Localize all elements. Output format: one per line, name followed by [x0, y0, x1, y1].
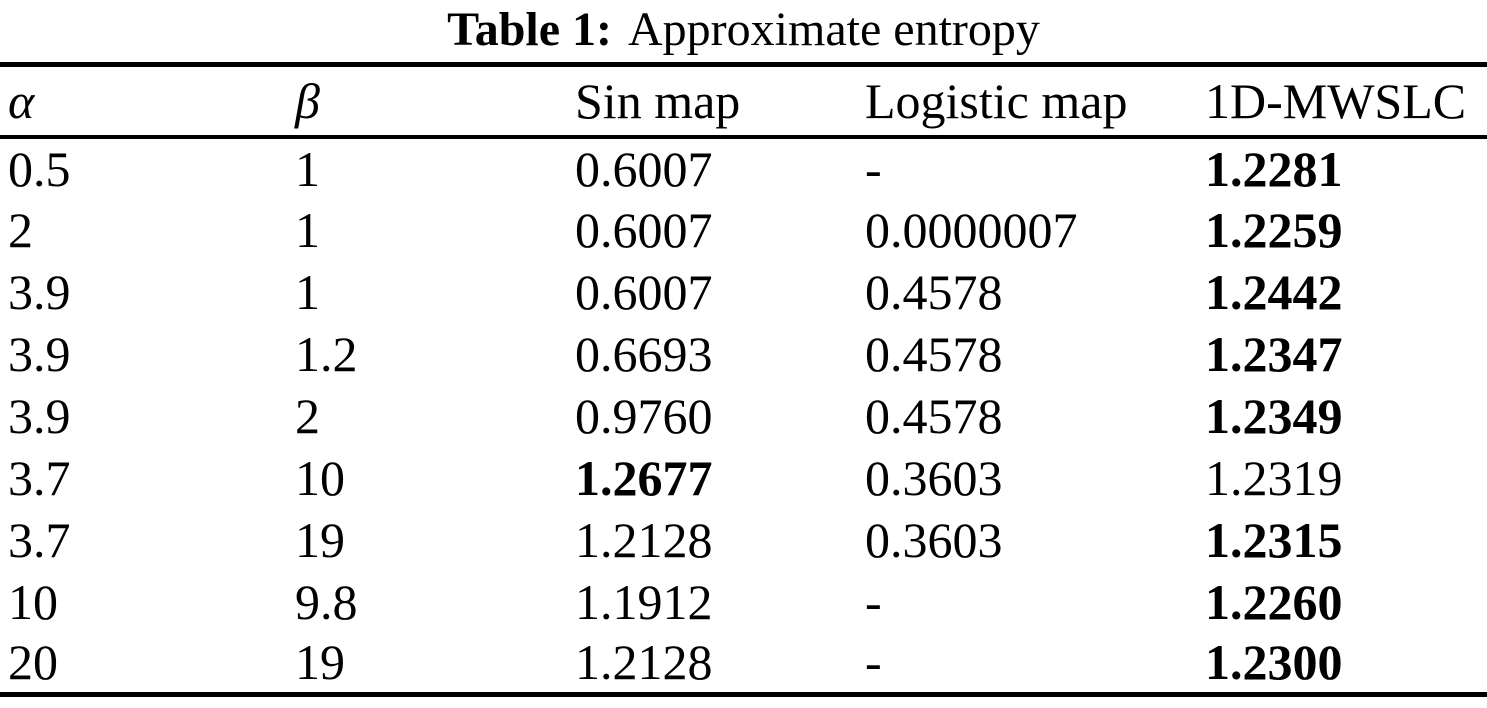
table-cell: 3.7 — [8, 511, 71, 568]
table-cell: 1.2 — [295, 325, 358, 382]
table-cell: 1.2349 — [1205, 387, 1343, 444]
table-cell: 1.2260 — [1205, 573, 1343, 630]
table-row: 3.7 19 1.2128 0.3603 1.2315 — [0, 509, 1487, 571]
table-cell: 0.4578 — [865, 387, 1003, 444]
table-cell: - — [865, 634, 882, 691]
table-cell: 10 — [295, 449, 345, 506]
table-cell: 0.6007 — [575, 263, 713, 320]
table-header: α β Sin map Logistic map 1D-MWSLC — [0, 65, 1487, 137]
table-cell: 0.6007 — [575, 140, 713, 197]
table-row: 0.5 1 0.6007 - 1.2281 — [0, 137, 1487, 199]
table-cell: 0.4578 — [865, 325, 1003, 382]
table-row: 20 19 1.2128 - 1.2300 — [0, 633, 1487, 695]
table-cell: 3.9 — [8, 325, 71, 382]
table-cell: 0.3603 — [865, 449, 1003, 506]
table-cell: 1.2128 — [575, 511, 713, 568]
table-cell: 0.0000007 — [865, 201, 1078, 258]
table-cell: 2 — [8, 201, 33, 258]
table-cell: 1.2442 — [1205, 263, 1343, 320]
table-cell: - — [865, 573, 882, 630]
table-row: 10 9.8 1.1912 - 1.2260 — [0, 571, 1487, 633]
table-cell: 1 — [295, 140, 320, 197]
table-cell: 1.2319 — [1205, 449, 1343, 506]
column-header-1d-mwslc: 1D-MWSLC — [1205, 72, 1467, 129]
table-cell: - — [865, 140, 882, 197]
table-row: 3.9 1.2 0.6693 0.4578 1.2347 — [0, 323, 1487, 385]
table-cell: 3.7 — [8, 449, 71, 506]
table-body: 0.5 1 0.6007 - 1.2281 2 1 0.6007 0.0000007 1.2259… — [0, 137, 1487, 695]
table-cell: 19 — [295, 511, 345, 568]
table-cell: 19 — [295, 634, 345, 691]
table-cell: 0.3603 — [865, 511, 1003, 568]
table-cell: 1.2315 — [1205, 511, 1343, 568]
table-cell: 1.2281 — [1205, 140, 1343, 197]
table-cell: 1.2259 — [1205, 201, 1343, 258]
table-cell: 20 — [8, 634, 58, 691]
column-header-alpha: α — [8, 72, 35, 129]
table-header-row: α β Sin map Logistic map 1D-MWSLC — [0, 65, 1487, 137]
table-cell: 1.2677 — [575, 449, 713, 506]
column-header-sin-map: Sin map — [575, 72, 741, 129]
table-caption-title: Approximate entropy — [628, 3, 1040, 56]
table-cell: 3.9 — [8, 263, 71, 320]
table-cell: 0.4578 — [865, 263, 1003, 320]
table-cell: 0.6693 — [575, 325, 713, 382]
table-row: 3.9 1 0.6007 0.4578 1.2442 — [0, 261, 1487, 323]
approximate-entropy-table: α β Sin map Logistic map 1D-MWSLC 0.5 1 0.… — [0, 62, 1487, 697]
table-cell: 1.2300 — [1205, 634, 1343, 691]
table-row: 3.7 10 1.2677 0.3603 1.2319 — [0, 447, 1487, 509]
table-cell: 1.1912 — [575, 573, 713, 630]
table-cell: 1 — [295, 201, 320, 258]
table-cell: 1 — [295, 263, 320, 320]
column-header-beta: β — [295, 72, 320, 129]
column-header-logistic-map: Logistic map — [865, 72, 1128, 129]
table-cell: 3.9 — [8, 387, 71, 444]
table-cell: 0.5 — [8, 140, 71, 197]
table-cell: 0.6007 — [575, 201, 713, 258]
table-cell: 0.9760 — [575, 387, 713, 444]
table-cell: 2 — [295, 387, 320, 444]
table-cell: 10 — [8, 573, 58, 630]
table-cell: 1.2347 — [1205, 325, 1343, 382]
table-row: 2 1 0.6007 0.0000007 1.2259 — [0, 199, 1487, 261]
table-row: 3.9 2 0.9760 0.4578 1.2349 — [0, 385, 1487, 447]
table-caption-label: Table 1: — [447, 3, 613, 56]
table-cell: 1.2128 — [575, 634, 713, 691]
table-cell: 9.8 — [295, 573, 358, 630]
table-caption: Table 1: Approximate entropy — [0, 0, 1487, 62]
